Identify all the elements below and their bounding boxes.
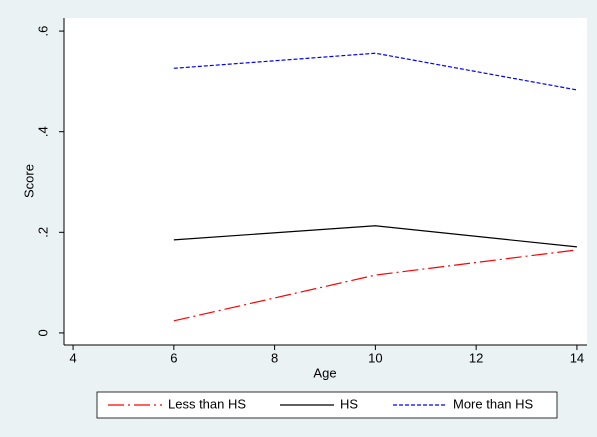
legend-label: HS	[340, 396, 358, 411]
legend-label: More than HS	[453, 396, 534, 411]
x-axis-label: Age	[313, 365, 336, 380]
y-axis-label: Score	[21, 164, 36, 198]
plot-area	[64, 18, 587, 345]
series-line	[173, 225, 577, 248]
y-tick-label: .4	[35, 126, 50, 137]
x-tick-label: 8	[271, 350, 278, 365]
x-tick-label: 10	[368, 350, 382, 365]
x-tick-label: 6	[170, 350, 177, 365]
x-tick-label: 14	[570, 350, 584, 365]
x-tick-label: 12	[469, 350, 483, 365]
legend-label: Less than HS	[168, 396, 246, 411]
series-line	[173, 249, 577, 322]
series-line	[173, 52, 578, 91]
x-tick-label: 4	[69, 350, 76, 365]
y-tick-label: .6	[35, 26, 50, 37]
y-tick-label: 0	[35, 329, 50, 336]
y-tick-label: .2	[35, 227, 50, 238]
